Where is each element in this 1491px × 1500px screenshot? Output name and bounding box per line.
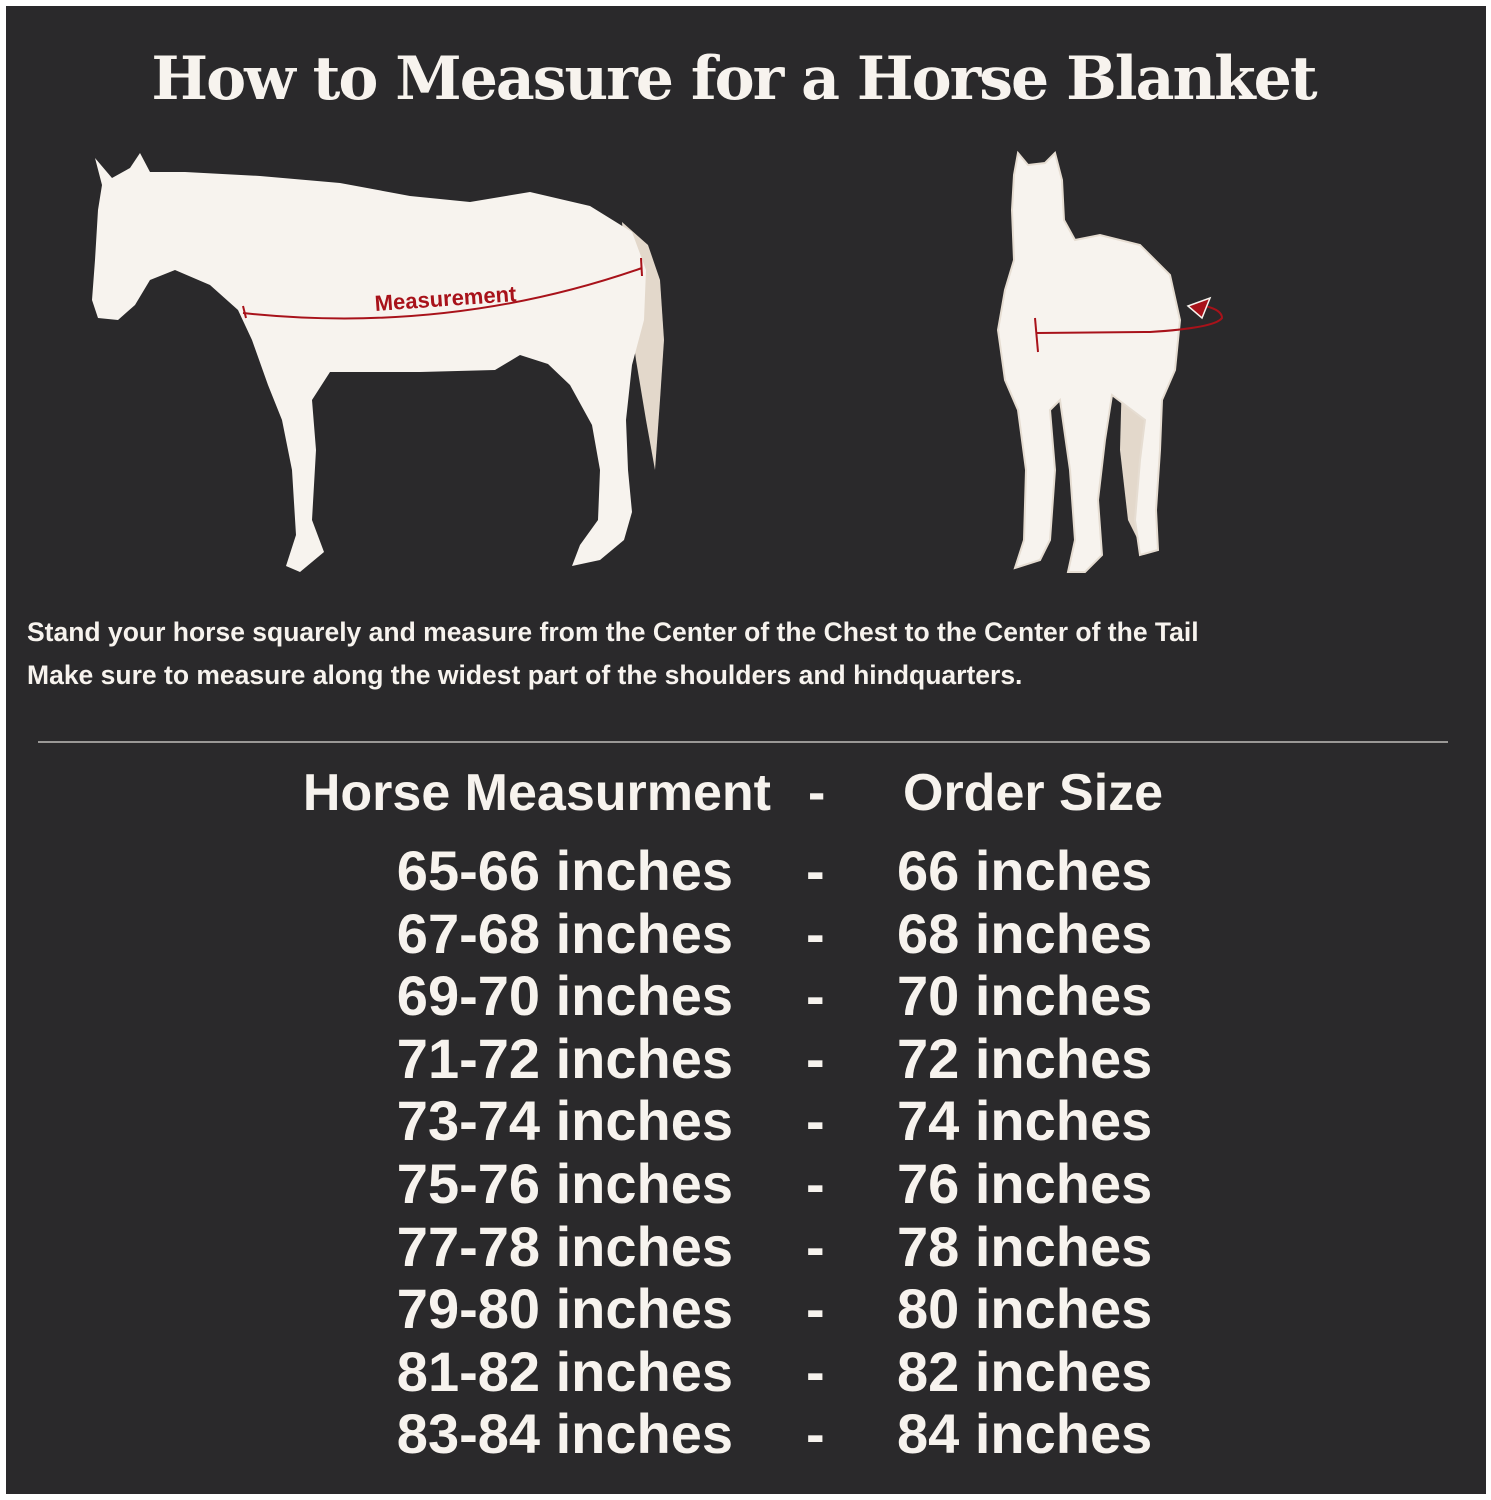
size-table-row: 75-76 inches - 76 inches xyxy=(0,1151,1491,1215)
size-table-row: 67-68 inches - 68 inches xyxy=(0,901,1491,965)
front-measurement-line xyxy=(1036,305,1224,334)
front-arrow-head-icon xyxy=(1186,296,1212,320)
size-table-row: 73-74 inches - 74 inches xyxy=(0,1088,1491,1153)
measurement-cell: 77-78 inches xyxy=(396,1214,733,1278)
size-table-row: 81-82 inches - 82 inches xyxy=(0,1339,1491,1403)
size-table-row: 79-80 inches - 80 inches xyxy=(0,1276,1491,1341)
measurement-cell: 71-72 inches xyxy=(396,1026,733,1090)
divider xyxy=(38,741,1448,743)
measurement-cell: 65-66 inches xyxy=(396,839,733,902)
order-size-cell: 74 inches xyxy=(897,1089,1153,1153)
order-size-cell: 84 inches xyxy=(897,1402,1153,1466)
header-separator: - xyxy=(808,764,826,822)
instruction-line-2: Make sure to measure along the widest pa… xyxy=(27,660,1023,690)
separator-cell: - xyxy=(806,839,825,902)
size-table-header: Horse Measurment - Order Size xyxy=(0,763,1491,825)
header-horse-measurement: Horse Measurment xyxy=(302,764,771,822)
separator-cell: - xyxy=(806,1026,825,1090)
order-size-cell: 80 inches xyxy=(897,1277,1153,1341)
header-order-size: Order Size xyxy=(903,764,1164,822)
order-size-cell: 66 inches xyxy=(897,839,1153,902)
measurement-cell: 83-84 inches xyxy=(396,1402,733,1466)
measurement-cell: 67-68 inches xyxy=(396,901,733,965)
side-measurement-tick-start xyxy=(242,305,247,319)
separator-cell: - xyxy=(806,1152,825,1215)
order-size-cell: 68 inches xyxy=(897,901,1153,965)
separator-cell: - xyxy=(806,901,825,965)
separator-cell: - xyxy=(806,1402,825,1466)
separator-cell: - xyxy=(806,1277,825,1341)
measurement-cell: 73-74 inches xyxy=(396,1089,733,1153)
separator-cell: - xyxy=(806,964,825,1028)
size-table-row: 83-84 inches - 84 inches xyxy=(0,1401,1491,1466)
side-horse-illustration: Measurement xyxy=(92,153,664,572)
front-horse-illustration xyxy=(996,150,1224,573)
side-horse-silhouette xyxy=(92,153,646,572)
size-table-row: 65-66 inches - 66 inches xyxy=(0,838,1491,902)
side-measurement-line xyxy=(242,267,643,320)
measurement-cell: 75-76 inches xyxy=(396,1152,733,1215)
side-measurement-tick-end xyxy=(640,257,643,277)
order-size-cell: 70 inches xyxy=(897,964,1153,1028)
size-table-row: 71-72 inches - 72 inches xyxy=(0,1026,1491,1090)
front-horse-silhouette xyxy=(996,150,1182,573)
separator-cell: - xyxy=(806,1214,825,1278)
page-title: How to Measure for a Horse Blanket xyxy=(151,44,1317,114)
measurement-cell: 69-70 inches xyxy=(396,964,733,1028)
size-table-row: 69-70 inches - 70 inches xyxy=(0,963,1491,1028)
size-table-row: 77-78 inches - 78 inches xyxy=(0,1214,1491,1278)
measurement-cell: 81-82 inches xyxy=(396,1339,733,1403)
order-size-cell: 82 inches xyxy=(897,1339,1153,1403)
measurement-cell: 79-80 inches xyxy=(396,1277,733,1341)
order-size-cell: 78 inches xyxy=(897,1214,1153,1278)
separator-cell: - xyxy=(806,1089,825,1153)
front-measurement-tick xyxy=(1034,317,1039,353)
instruction-line-1: Stand your horse squarely and measure fr… xyxy=(27,617,1199,647)
order-size-cell: 76 inches xyxy=(897,1152,1153,1215)
separator-cell: - xyxy=(806,1339,825,1403)
order-size-cell: 72 inches xyxy=(897,1026,1153,1090)
horse-illustrations: Measurement xyxy=(92,150,1224,573)
